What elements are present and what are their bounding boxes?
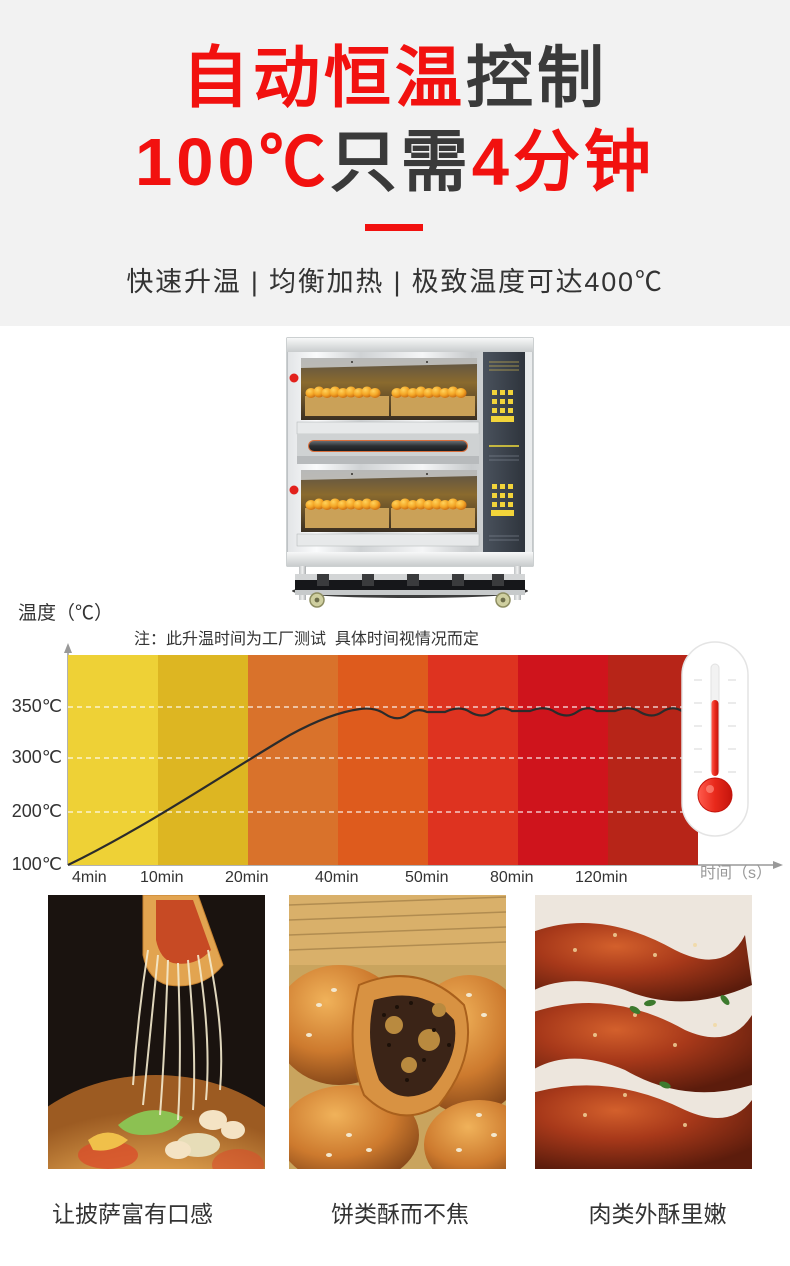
svg-text:10min: 10min (140, 869, 184, 886)
svg-text:40min: 40min (315, 869, 359, 886)
svg-text:120min: 120min (575, 869, 627, 886)
svg-text:20min: 20min (225, 869, 269, 886)
svg-text:时间（s）: 时间（s） (700, 864, 772, 882)
svg-text:100℃: 100℃ (12, 854, 62, 874)
svg-text:350℃: 350℃ (12, 696, 62, 716)
svg-text:300℃: 300℃ (12, 747, 62, 767)
svg-text:50min: 50min (405, 869, 449, 886)
svg-text:80min: 80min (490, 869, 534, 886)
svg-text:4min: 4min (72, 869, 107, 886)
svg-text:200℃: 200℃ (12, 801, 62, 821)
